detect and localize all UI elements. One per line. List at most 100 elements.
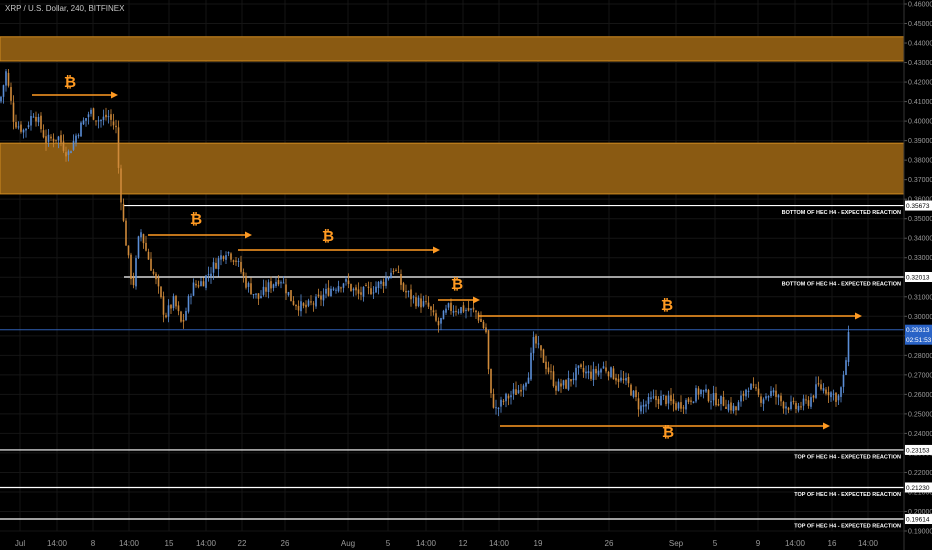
candle-body bbox=[660, 395, 662, 406]
candle-body bbox=[495, 407, 497, 409]
candle-body bbox=[260, 296, 262, 299]
candle-body bbox=[830, 392, 832, 398]
candle-body bbox=[200, 281, 202, 286]
candle-body bbox=[110, 114, 112, 120]
candle-body bbox=[815, 384, 817, 398]
candle-body bbox=[487, 330, 490, 370]
candle-body bbox=[665, 395, 667, 405]
candle-body bbox=[565, 379, 567, 389]
candle-body bbox=[740, 395, 742, 402]
candle-body bbox=[237, 260, 240, 262]
candle-body bbox=[657, 398, 660, 405]
candle-body bbox=[677, 402, 680, 409]
candle-body bbox=[617, 378, 620, 382]
candle-body bbox=[627, 377, 630, 384]
candle-body bbox=[695, 388, 697, 402]
candle-body bbox=[212, 262, 215, 273]
x-tick-label: 9 bbox=[756, 539, 761, 548]
candle-body bbox=[840, 387, 842, 397]
candle-body bbox=[605, 367, 607, 372]
candle-body bbox=[95, 120, 97, 122]
candle-body bbox=[710, 401, 712, 403]
candle-body bbox=[87, 114, 90, 118]
candle-body bbox=[812, 395, 815, 398]
y-tick-label: 0.21000 bbox=[908, 489, 932, 496]
candle-body bbox=[105, 114, 107, 118]
y-tick-label: 0.30000 bbox=[908, 314, 932, 321]
candle-body bbox=[712, 393, 715, 401]
bitcoin-sign-icon: ₿ bbox=[661, 297, 673, 314]
candle-body bbox=[282, 282, 285, 284]
price-tag-label: 0.35673 bbox=[906, 203, 930, 210]
candle-body bbox=[757, 388, 760, 395]
candle-body bbox=[580, 364, 582, 367]
candle-body bbox=[412, 296, 415, 298]
candle-body bbox=[787, 407, 790, 410]
x-tick-label: 14:00 bbox=[416, 539, 437, 548]
candle-body bbox=[265, 287, 267, 292]
candle-body bbox=[165, 315, 167, 318]
candle-body bbox=[540, 345, 542, 351]
candle-body bbox=[620, 377, 622, 381]
y-tick-label: 0.38000 bbox=[908, 158, 932, 165]
candle-body bbox=[387, 277, 390, 280]
candle-body bbox=[62, 141, 65, 151]
candle-body bbox=[127, 245, 130, 256]
candle-body bbox=[602, 366, 605, 369]
bitcoin-sign-icon: ₿ bbox=[64, 74, 76, 91]
candle-body bbox=[285, 284, 287, 294]
countdown-label: 02:51:53 bbox=[906, 337, 932, 344]
candle-body bbox=[667, 395, 670, 404]
candle-body bbox=[662, 394, 665, 396]
candle-body bbox=[807, 400, 810, 406]
price-tag bbox=[905, 482, 932, 493]
candle-body bbox=[322, 294, 325, 301]
candle-body bbox=[717, 404, 720, 406]
candle-body bbox=[275, 281, 277, 286]
candle-body bbox=[772, 390, 775, 393]
candle-body bbox=[542, 349, 545, 363]
candle-body bbox=[25, 128, 27, 131]
candle-body bbox=[172, 296, 175, 309]
candle-body bbox=[517, 390, 520, 394]
price-tag bbox=[905, 272, 932, 283]
candle-body bbox=[97, 120, 100, 122]
candle-body bbox=[475, 310, 477, 313]
candle-body bbox=[765, 396, 767, 399]
candle-body bbox=[362, 286, 365, 297]
candle-body bbox=[7, 72, 10, 86]
candle-body bbox=[650, 397, 652, 399]
candle-body bbox=[270, 281, 272, 289]
candle-body bbox=[525, 382, 527, 387]
candle-body bbox=[345, 279, 347, 282]
candle-body bbox=[437, 321, 440, 326]
candle-body bbox=[190, 296, 192, 298]
price-axis[interactable]: 0.46000 0.45000 0.44000 0.43000 0.42000 0.410… bbox=[903, 0, 932, 550]
candle-body bbox=[92, 108, 95, 120]
candle-body bbox=[222, 256, 225, 259]
candle-body bbox=[142, 234, 145, 244]
candle-body bbox=[847, 331, 850, 363]
candle-body bbox=[372, 292, 375, 294]
candle-body bbox=[167, 305, 170, 317]
candle-body bbox=[257, 293, 260, 299]
y-tick-label: 0.19000 bbox=[908, 529, 932, 536]
candle-body bbox=[432, 310, 435, 313]
candle-body bbox=[505, 393, 507, 402]
candle-body bbox=[530, 352, 532, 380]
candle-body bbox=[147, 251, 150, 260]
time-axis[interactable]: Jul 14:00 8 14:00 15 14:00 22 26 Aug 5 14:00 12 14:0… bbox=[15, 539, 879, 548]
candle-body bbox=[577, 365, 580, 368]
candle-body bbox=[215, 262, 217, 269]
x-tick-label: Sep bbox=[669, 539, 684, 548]
candle-body bbox=[797, 405, 800, 411]
candle-body bbox=[557, 381, 560, 391]
x-tick-label: 5 bbox=[713, 539, 718, 548]
candle-body bbox=[77, 135, 80, 137]
candle-body bbox=[642, 404, 645, 407]
candle-body bbox=[462, 305, 465, 312]
x-tick-label: 14:00 bbox=[489, 539, 510, 548]
candle-body bbox=[632, 390, 635, 397]
candle-body bbox=[117, 127, 120, 168]
